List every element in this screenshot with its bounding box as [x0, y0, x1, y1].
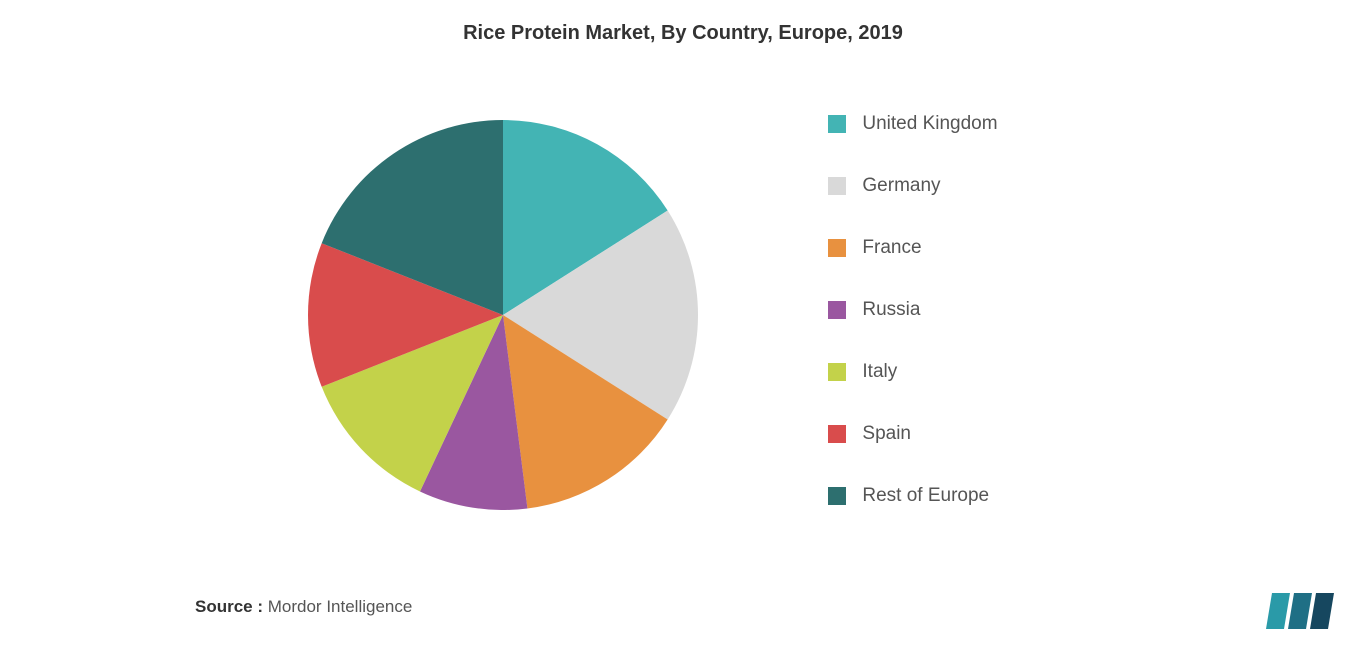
legend-item-germany: Germany — [828, 175, 997, 197]
chart-container: Rice Protein Market, By Country, Europe,… — [0, 0, 1366, 655]
legend-label: Italy — [862, 361, 897, 383]
legend-swatch — [828, 301, 846, 319]
chart-legend: United Kingdom Germany France Russia Italy Sp… — [828, 113, 997, 507]
pie-chart — [308, 120, 698, 510]
legend-label: France — [862, 237, 921, 259]
logo-bar — [1288, 593, 1312, 629]
legend-item-italy: Italy — [828, 361, 997, 383]
legend-swatch — [828, 239, 846, 257]
legend-swatch — [828, 363, 846, 381]
legend-item-spain: Spain — [828, 423, 997, 445]
legend-label: Spain — [862, 423, 911, 445]
source-text: Mordor Intelligence — [268, 597, 413, 616]
legend-item-united-kingdom: United Kingdom — [828, 113, 997, 135]
chart-body: United Kingdom Germany France Russia Italy Sp… — [0, 45, 1366, 565]
logo-bar — [1266, 593, 1290, 629]
legend-item-rest-of-europe: Rest of Europe — [828, 485, 997, 507]
legend-label: Russia — [862, 299, 920, 321]
legend-label: Rest of Europe — [862, 485, 989, 507]
legend-swatch — [828, 177, 846, 195]
legend-item-france: France — [828, 237, 997, 259]
source-label: Source : — [195, 597, 268, 616]
logo-bar — [1310, 593, 1334, 629]
legend-item-russia: Russia — [828, 299, 997, 321]
chart-source: Source : Mordor Intelligence — [195, 597, 412, 617]
brand-logo — [1266, 587, 1336, 635]
legend-swatch — [828, 487, 846, 505]
legend-label: Germany — [862, 175, 940, 197]
chart-title: Rice Protein Market, By Country, Europe,… — [0, 0, 1366, 45]
legend-label: United Kingdom — [862, 113, 997, 135]
legend-swatch — [828, 115, 846, 133]
legend-swatch — [828, 425, 846, 443]
